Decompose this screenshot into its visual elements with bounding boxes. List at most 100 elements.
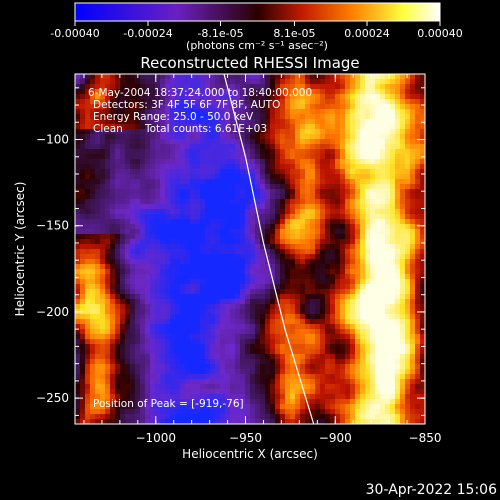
heatmap-cell xyxy=(395,324,401,330)
heatmap-cell xyxy=(405,359,411,365)
heatmap-cell xyxy=(305,89,311,95)
heatmap-cell xyxy=(85,94,91,100)
heatmap-cell xyxy=(135,144,141,150)
heatmap-cell xyxy=(145,224,151,230)
heatmap-cell xyxy=(155,269,161,275)
heatmap-cell xyxy=(90,384,96,390)
heatmap-cell xyxy=(185,394,191,400)
heatmap-cell xyxy=(375,199,381,205)
heatmap-cell xyxy=(205,149,211,155)
heatmap-cell xyxy=(305,334,311,340)
heatmap-cell xyxy=(165,169,171,175)
heatmap-cell xyxy=(290,89,296,95)
heatmap-cell xyxy=(315,309,321,315)
heatmap-cell xyxy=(130,194,136,200)
heatmap-cell xyxy=(145,194,151,200)
heatmap-cell xyxy=(240,224,246,230)
heatmap-cell xyxy=(395,179,401,185)
heatmap-cell xyxy=(305,214,311,220)
heatmap-cell xyxy=(185,79,191,85)
heatmap-cell xyxy=(405,224,411,230)
heatmap-cell xyxy=(260,364,266,370)
heatmap-cell xyxy=(305,324,311,330)
heatmap-cell xyxy=(360,109,366,115)
heatmap-cell xyxy=(170,89,176,95)
heatmap-cell xyxy=(360,269,366,275)
heatmap-cell xyxy=(230,214,236,220)
heatmap-cell xyxy=(290,414,296,420)
heatmap-cell xyxy=(90,349,96,355)
heatmap-cell xyxy=(195,344,201,350)
heatmap-cell xyxy=(230,179,236,185)
heatmap-cell xyxy=(110,289,116,295)
heatmap-cell xyxy=(165,209,171,215)
heatmap-cell xyxy=(325,414,331,420)
heatmap-cell xyxy=(380,74,386,80)
heatmap-cell xyxy=(135,134,141,140)
heatmap-cell xyxy=(140,339,146,345)
heatmap-cell xyxy=(170,119,176,125)
heatmap-cell xyxy=(235,114,241,120)
heatmap-cell xyxy=(155,299,161,305)
heatmap-cell xyxy=(350,149,356,155)
heatmap-cell xyxy=(370,159,376,165)
heatmap-cell xyxy=(160,84,166,90)
heatmap-cell xyxy=(330,154,336,160)
heatmap-cell xyxy=(415,244,421,250)
heatmap-cell xyxy=(215,109,221,115)
heatmap-cell xyxy=(360,264,366,270)
heatmap-cell xyxy=(340,124,346,130)
heatmap-cell xyxy=(255,184,261,190)
heatmap-cell xyxy=(315,124,321,130)
heatmap-cell xyxy=(350,294,356,300)
heatmap-cell xyxy=(415,414,421,420)
heatmap-cell xyxy=(205,99,211,105)
heatmap-cell xyxy=(320,124,326,130)
heatmap-cell xyxy=(235,194,241,200)
heatmap-cell xyxy=(310,239,316,245)
heatmap-cell xyxy=(295,349,301,355)
heatmap-cell xyxy=(165,334,171,340)
heatmap-cell xyxy=(415,369,421,375)
heatmap-cell xyxy=(405,344,411,350)
heatmap-cell xyxy=(360,274,366,280)
heatmap-cell xyxy=(180,204,186,210)
heatmap-cell xyxy=(235,369,241,375)
heatmap-cell xyxy=(305,399,311,405)
heatmap-cell xyxy=(185,399,191,405)
heatmap-cell xyxy=(75,99,81,105)
heatmap-cell xyxy=(375,259,381,265)
heatmap-cell xyxy=(350,119,356,125)
heatmap-cell xyxy=(355,234,361,240)
heatmap-cell xyxy=(295,89,301,95)
heatmap-cell xyxy=(130,369,136,375)
heatmap-cell xyxy=(140,349,146,355)
heatmap-cell xyxy=(205,394,211,400)
heatmap-cell xyxy=(235,109,241,115)
heatmap-cell xyxy=(215,164,221,170)
heatmap-cell xyxy=(365,374,371,380)
heatmap-cell xyxy=(305,294,311,300)
heatmap-cell xyxy=(165,254,171,260)
heatmap-cell xyxy=(230,154,236,160)
heatmap-cell xyxy=(385,409,391,415)
heatmap-cell xyxy=(185,369,191,375)
heatmap-cell xyxy=(340,144,346,150)
heatmap-cell xyxy=(400,124,406,130)
heatmap-cell xyxy=(195,99,201,105)
heatmap-cell xyxy=(195,129,201,135)
heatmap-cell xyxy=(370,414,376,420)
heatmap-cell xyxy=(155,194,161,200)
heatmap-cell xyxy=(255,274,261,280)
heatmap-cell xyxy=(115,104,121,110)
heatmap-cell xyxy=(335,114,341,120)
heatmap-cell xyxy=(245,169,251,175)
heatmap-cell xyxy=(175,284,181,290)
heatmap-cell xyxy=(355,259,361,265)
heatmap-cell xyxy=(320,284,326,290)
heatmap-cell xyxy=(280,279,286,285)
heatmap-cell xyxy=(370,104,376,110)
heatmap-cell xyxy=(410,209,416,215)
heatmap-cell xyxy=(215,139,221,145)
heatmap-cell xyxy=(185,209,191,215)
